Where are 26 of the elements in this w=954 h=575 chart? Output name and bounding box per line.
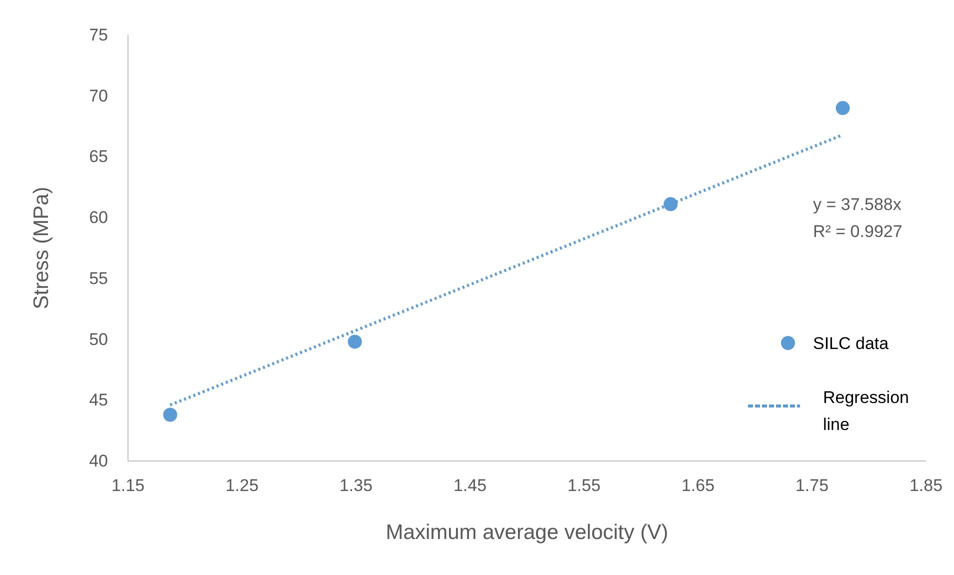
y-tick-label: 70 (89, 86, 108, 106)
y-tick-label: 45 (89, 390, 108, 410)
x-tick-label: 1.25 (225, 476, 259, 495)
point (664, 197, 678, 212)
x-tick-label: 1.65 (681, 476, 715, 495)
y-tick-label: 75 (89, 26, 108, 44)
annotation: y = 37.588x (813, 195, 902, 214)
annotation: R² = 0.9927 (813, 222, 902, 241)
y-tick-label: 60 (89, 208, 108, 228)
point (348, 334, 362, 349)
y-tick-label: 65 (89, 147, 108, 166)
point (163, 408, 178, 422)
x-tick-label: 1.35 (339, 476, 373, 495)
legend-label: SILC data (813, 334, 890, 353)
x-tick-label: 1.45 (453, 476, 487, 495)
x-tick-label: 1.15 (111, 476, 145, 495)
point (836, 101, 850, 116)
y-axis-title: Stress (MPa) (30, 186, 53, 310)
x-axis-title: Maximum average velocity (V) (386, 521, 668, 544)
x-tick-label: 1.55 (567, 476, 601, 495)
x-tick-label: 1.85 (909, 476, 943, 495)
x-tick-label: 1.75 (795, 476, 829, 495)
y-tick-label: 50 (89, 330, 108, 349)
legend-label: Regression line (823, 388, 909, 434)
y-tick-label: 40 (89, 452, 108, 470)
y-tick-label: 55 (89, 268, 108, 288)
